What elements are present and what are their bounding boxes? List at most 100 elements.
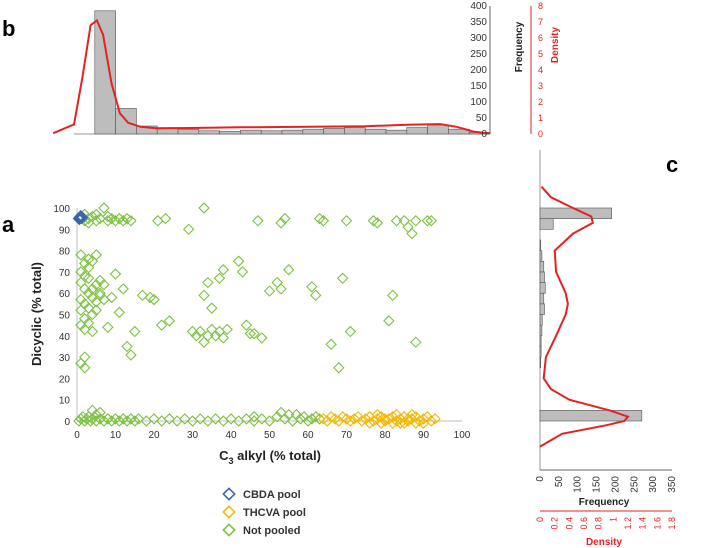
y-tick-label: 40 — [59, 332, 71, 343]
point-not-pooled — [402, 221, 414, 233]
point-not-pooled — [275, 217, 287, 229]
point-not-pooled — [371, 217, 384, 229]
point-not-pooled — [113, 212, 126, 225]
top-freq-tick-labels: 0 50 100 150 200 250 300 350 400 — [470, 1, 487, 140]
point-not-pooled — [263, 415, 276, 427]
point-not-pooled — [148, 293, 160, 306]
right-hist-bar — [539, 260, 545, 273]
right-hist-bar — [539, 271, 545, 283]
panel-label-b: b — [2, 16, 15, 41]
top-histogram: 0 50 100 150 200 250 300 350 400 0 1 2 3 4 5 6 7 8 Frequ… — [52, 1, 561, 140]
point-not-pooled — [98, 415, 110, 427]
top-hist-bar — [406, 127, 428, 135]
right-freq-tick: 150 — [592, 476, 603, 493]
legend: CBDA pool THCVA pool Not pooled — [222, 487, 306, 537]
point-not-pooled — [367, 215, 380, 227]
point-not-pooled — [105, 212, 118, 225]
point-not-pooled — [78, 257, 91, 270]
point-thcva-pool — [386, 417, 399, 429]
right-freq-tick: 300 — [648, 476, 659, 493]
point-not-pooled — [75, 304, 87, 316]
top-freq-tick: 50 — [476, 113, 488, 124]
top-hist-bar — [260, 130, 283, 135]
point-thcva-pool — [413, 415, 426, 427]
point-not-pooled — [125, 349, 137, 361]
point-not-pooled — [283, 264, 295, 276]
point-thcva-pool — [375, 417, 387, 429]
x-axis-title: C3 alkyl (% total) — [219, 448, 321, 466]
top-hist-bars — [94, 10, 491, 135]
point-not-pooled — [182, 223, 195, 236]
right-density-tick-labels: 0 0.2 0.4 0.6 0.8 1 1.2 1.4 1.6 1.8 — [535, 517, 677, 530]
x-axis-title-main: C — [219, 448, 229, 463]
point-not-pooled — [275, 406, 287, 419]
right-hist-bar — [539, 335, 542, 347]
right-hist-bar — [539, 410, 643, 422]
top-freq-tick: 300 — [470, 33, 487, 44]
top-hist-bar — [240, 129, 262, 135]
top-density-tick: 5 — [538, 49, 543, 59]
y-tick-label: 20 — [59, 374, 71, 385]
point-not-pooled — [186, 325, 199, 338]
panel-label-a: a — [2, 212, 15, 237]
top-freq-tick: 100 — [470, 97, 487, 108]
point-not-pooled — [75, 266, 87, 278]
point-not-pooled — [194, 325, 206, 338]
right-density-axis-title: Density — [586, 537, 623, 548]
y-axis-title: Dicyclic (% total) — [29, 262, 44, 366]
point-thcva-pool — [402, 413, 414, 425]
top-freq-tick: 0 — [481, 129, 487, 140]
point-not-pooled — [78, 362, 91, 374]
right-hist-bar — [539, 324, 543, 337]
x-tick-label: 40 — [225, 430, 237, 441]
top-hist-bar — [364, 128, 387, 135]
point-not-pooled — [240, 319, 253, 331]
point-not-pooled — [252, 215, 264, 227]
top-hist-bar — [323, 127, 345, 135]
legend-label-cbda: CBDA pool — [243, 489, 301, 501]
legend-item-not-pooled: Not pooled — [222, 523, 300, 537]
top-freq-tick: 250 — [470, 49, 487, 60]
point-not-pooled — [306, 413, 318, 425]
point-thcva-pool — [417, 417, 430, 429]
top-hist-bar — [448, 128, 470, 135]
legend-label-not-pooled: Not pooled — [243, 525, 300, 537]
right-density-tick: 0.8 — [594, 517, 604, 530]
point-thcva-pool — [371, 408, 384, 421]
point-not-pooled — [425, 215, 437, 227]
right-freq-tick: 350 — [667, 476, 678, 493]
x-axis-title-subscript: 3 — [228, 456, 233, 466]
top-density-tick: 1 — [538, 113, 543, 123]
y-tick-label: 90 — [59, 225, 71, 236]
point-not-pooled — [410, 336, 422, 348]
point-not-pooled — [309, 289, 322, 302]
point-not-pooled — [333, 362, 345, 374]
top-density-tick: 0 — [538, 129, 543, 139]
point-not-pooled — [313, 212, 326, 225]
point-thcva-pool — [363, 417, 376, 429]
point-not-pooled — [86, 283, 99, 295]
right-hist-bar — [539, 303, 545, 315]
point-thcva-pool — [398, 417, 410, 429]
top-freq-tick: 200 — [470, 65, 487, 76]
top-hist-bar — [177, 128, 200, 135]
point-not-pooled — [86, 308, 99, 321]
x-tick-label: 50 — [264, 430, 276, 441]
x-tick-label: 70 — [341, 430, 353, 441]
top-hist-bar — [94, 10, 116, 135]
point-not-pooled — [406, 227, 418, 240]
top-hist-bar — [385, 129, 408, 135]
right-hist-bar — [539, 292, 545, 305]
right-density-tick: 1.6 — [652, 517, 662, 530]
point-not-pooled — [75, 293, 87, 306]
point-not-pooled — [340, 215, 353, 227]
top-density-tick-labels: 0 1 2 3 4 5 6 7 8 — [538, 1, 543, 139]
point-not-pooled — [248, 411, 260, 423]
point-not-pooled — [125, 215, 137, 227]
top-density-tick: 7 — [538, 17, 543, 27]
point-not-pooled — [90, 295, 102, 308]
point-not-pooled — [206, 302, 218, 314]
point-not-pooled — [198, 202, 210, 214]
point-thcva-pool — [336, 411, 349, 423]
right-density-curve — [539, 186, 630, 448]
